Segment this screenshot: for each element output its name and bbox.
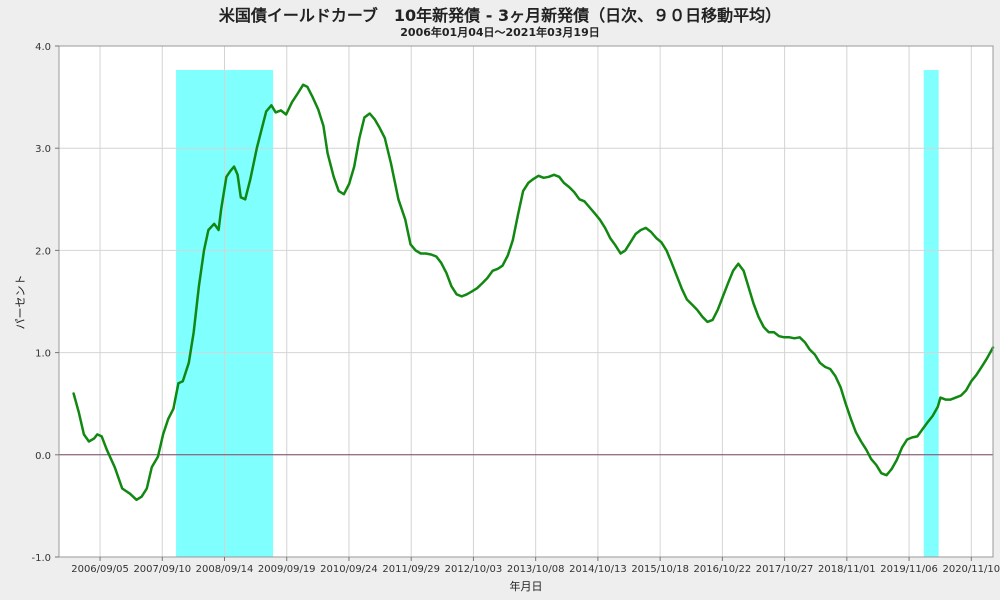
x-tick-label: 2006/09/05 [71, 564, 129, 575]
plot-border [58, 45, 994, 558]
recession-band-2 [923, 70, 939, 557]
x-axis-title: 年月日 [510, 579, 543, 593]
chart-title: 米国債イールドカーブ 10年新発債 - 3ヶ月新発債（日次、９０日移動平均） [218, 6, 782, 25]
y-tick-label: 2.0 [35, 246, 51, 257]
x-tick-label: 2012/10/03 [445, 564, 503, 575]
x-tick-label: 2009/09/19 [258, 564, 316, 575]
x-tick-label: 2011/09/29 [382, 564, 440, 575]
x-tick-label: 2008/09/14 [196, 564, 254, 575]
x-tick-label: 2017/10/27 [756, 564, 814, 575]
x-tick-label: 2018/11/01 [818, 564, 876, 575]
series-line [72, 83, 995, 502]
x-tick-label: 2007/09/10 [133, 564, 191, 575]
y-axis-title: パーセント [14, 275, 27, 330]
y-tick-label: 4.0 [35, 42, 51, 53]
x-tick-label: 2015/10/18 [631, 564, 689, 575]
x-tick-label: 2019/11/06 [880, 564, 938, 575]
series-line-1 [72, 83, 995, 502]
x-tick-label: 2016/10/22 [694, 564, 752, 575]
y-tick-label: 0.0 [35, 451, 51, 462]
y-ticks: -1.0 0.0 1.0 2.0 3.0 4.0 [31, 42, 59, 564]
x-ticks: 2006/09/05 2007/09/10 2008/09/14 2009/09/19… [71, 557, 1000, 575]
y-tick-label: 3.0 [35, 144, 51, 155]
y-tick-label: -1.0 [31, 553, 51, 564]
y-tick-label: 1.0 [35, 349, 51, 360]
chart-subtitle: 2006年01月04日～2021年03月19日 [400, 26, 600, 39]
x-tick-label: 2010/09/24 [320, 564, 378, 575]
x-tick-label: 2013/10/08 [507, 564, 565, 575]
x-tick-label: 2014/10/13 [569, 564, 627, 575]
x-tick-label: 2020/11/10 [942, 564, 1000, 575]
